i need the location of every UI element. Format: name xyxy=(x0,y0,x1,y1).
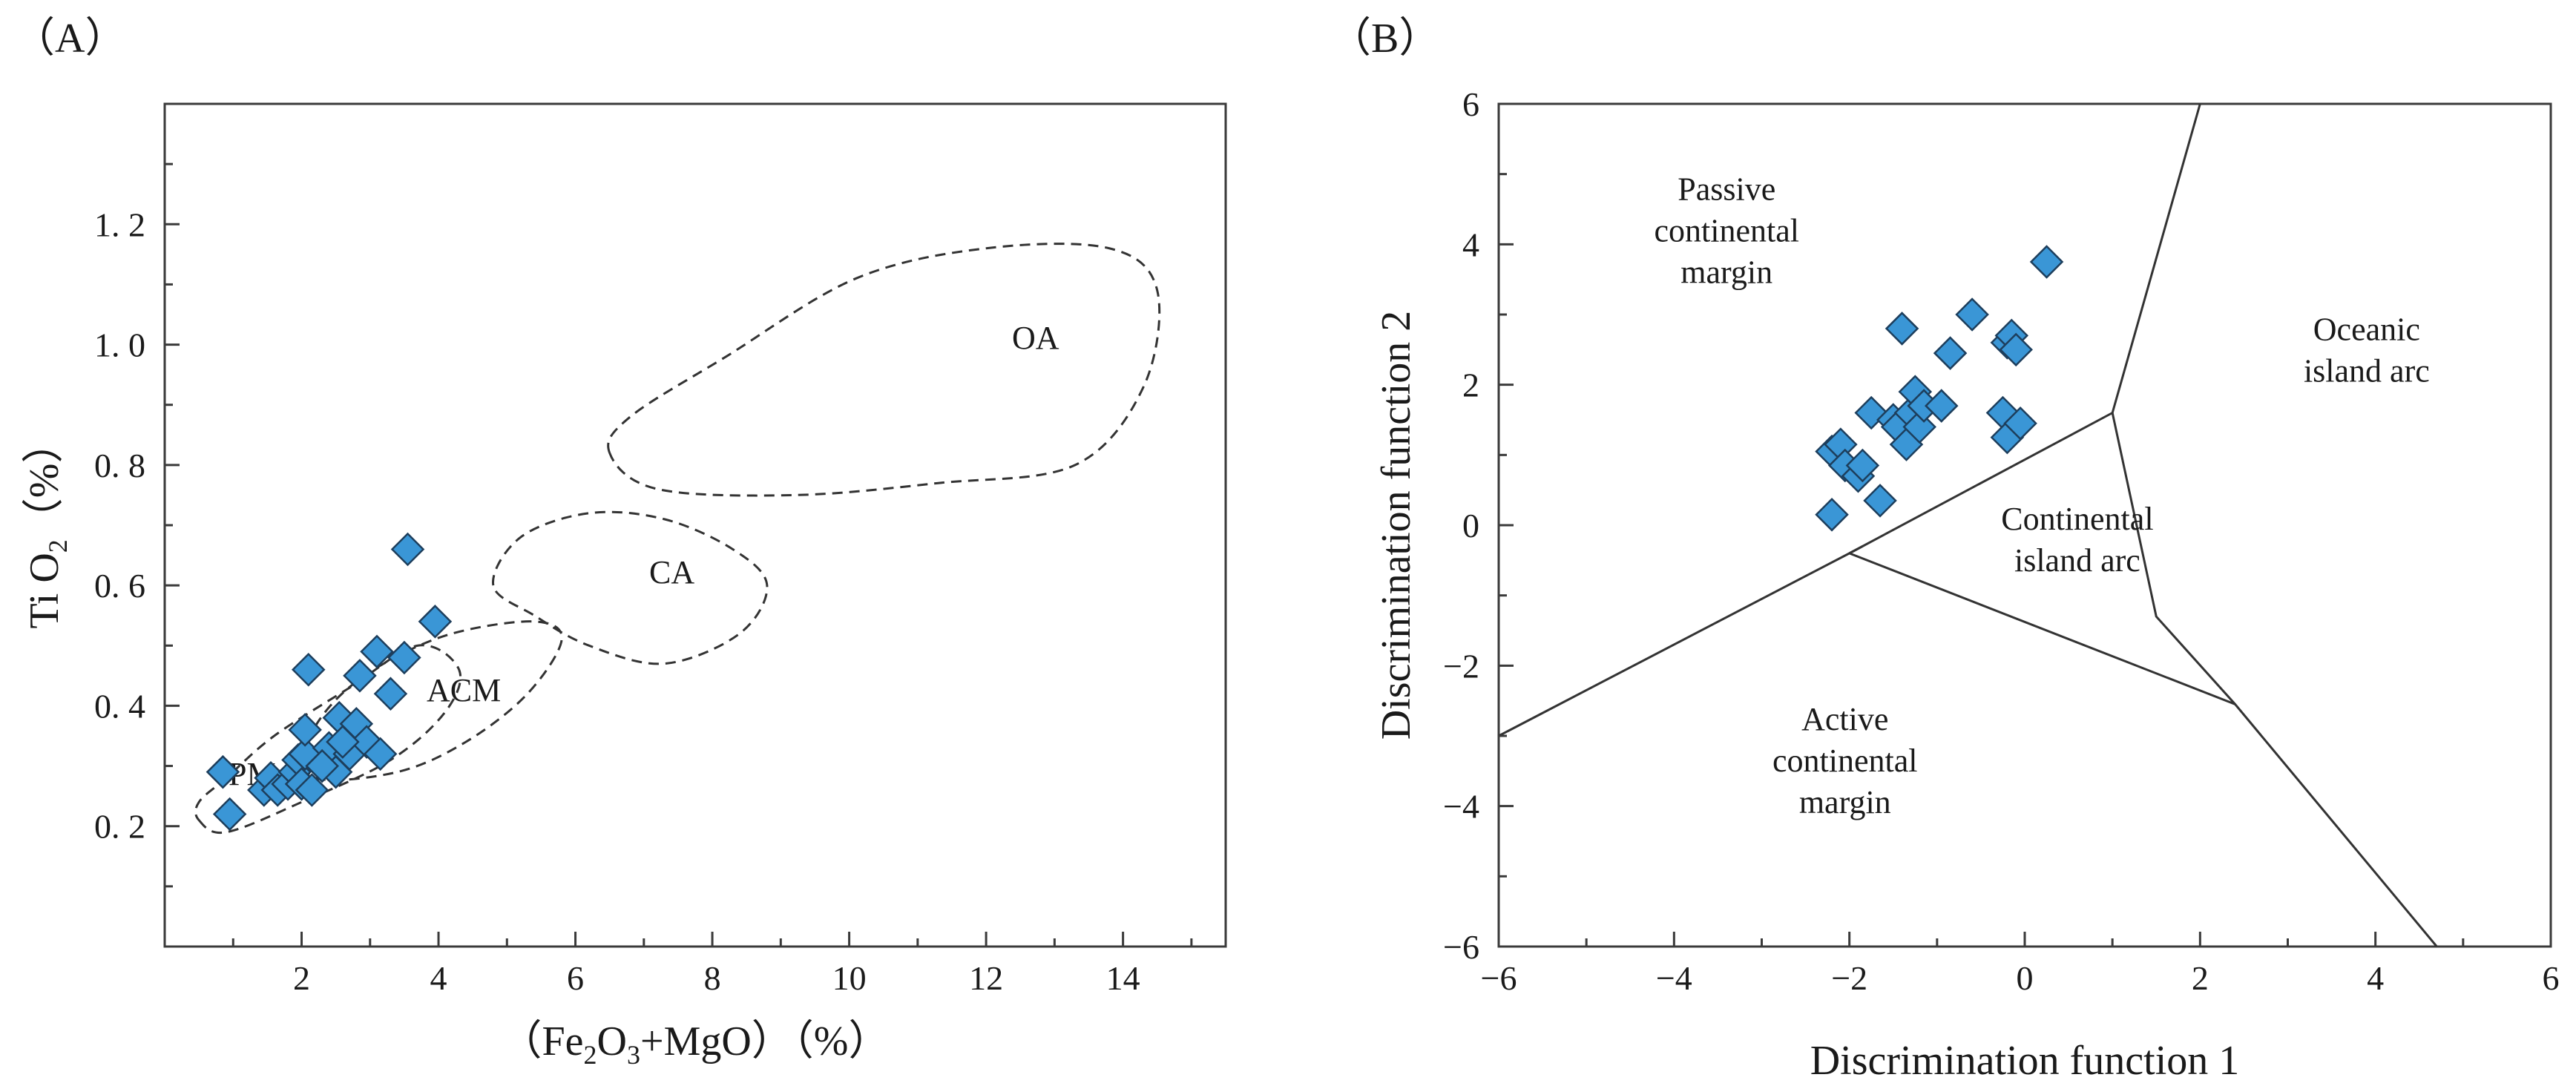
field-label-ca: CA xyxy=(649,554,694,590)
data-point-a-10 xyxy=(288,713,322,747)
data-point-b-18 xyxy=(1955,297,1989,332)
data-point-b-17 xyxy=(1933,336,1968,370)
x-tick-label-a-3: 8 xyxy=(704,959,721,997)
field-outline-ca xyxy=(492,510,769,665)
data-point-b-23 xyxy=(1999,332,2033,367)
data-point-a-22 xyxy=(363,737,398,771)
x-tick-label-a-5: 12 xyxy=(969,959,1003,997)
x-tick-label-a-1: 4 xyxy=(430,959,447,997)
panel-a-x-ticks: 2 4 6 8 10 12 14 xyxy=(231,932,1193,997)
x-tick-label-b-4: 2 xyxy=(2192,959,2209,997)
panel-b-points xyxy=(1815,245,2064,532)
field-label-oa: OA xyxy=(1012,320,1059,356)
panel-a-y-ticks: 0. 2 0. 4 0. 6 0. 8 1. 0 1. 2 xyxy=(94,162,180,888)
x-tick-label-a-6: 14 xyxy=(1106,959,1140,997)
x-tick-label-a-0: 2 xyxy=(293,959,310,997)
x-tick-label-a-2: 6 xyxy=(567,959,584,997)
region-label-0-line-1: continental xyxy=(1654,212,1799,249)
y-tick-label-b-6: 6 xyxy=(1462,85,1479,123)
panel-b-x-ticks: −6 −4 −2 0 2 4 6 xyxy=(1481,932,2560,997)
data-point-b-5 xyxy=(1845,448,1880,483)
y-tick-label-b-0: −6 xyxy=(1443,928,1479,966)
panel-a-label: （A） xyxy=(13,16,126,62)
region-label-3-line-0: Active xyxy=(1801,701,1888,737)
y-tick-label-a-4: 1. 0 xyxy=(94,326,145,364)
x-tick-label-b-2: −2 xyxy=(1831,959,1867,997)
y-tick-label-b-4: 2 xyxy=(1462,366,1479,404)
data-point-a-27 xyxy=(305,748,339,783)
region-label-2-line-0: Continental xyxy=(2001,501,2153,537)
y-tick-label-b-1: −4 xyxy=(1443,788,1479,826)
data-point-a-26 xyxy=(418,605,453,639)
panel-a-plot-frame xyxy=(163,102,1227,948)
panel-b-y-axis-label: Discrimination function 2 xyxy=(1373,311,1419,740)
y-tick-label-a-2: 0. 6 xyxy=(94,567,145,605)
x-tick-label-b-5: 4 xyxy=(2367,959,2384,997)
field-outline-oa xyxy=(607,243,1161,497)
data-point-a-0 xyxy=(206,754,240,789)
data-point-a-28 xyxy=(326,725,360,759)
y-tick-label-b-3: 0 xyxy=(1462,507,1479,544)
panel-b-boundaries xyxy=(1498,103,2438,947)
y-tick-label-b-5: 4 xyxy=(1462,226,1479,263)
data-point-a-25 xyxy=(390,532,425,567)
data-point-a-24 xyxy=(387,640,421,675)
data-point-a-1 xyxy=(212,797,247,832)
y-tick-label-b-2: −2 xyxy=(1443,647,1479,685)
x-tick-label-b-6: 6 xyxy=(2543,959,2560,997)
region-label-0-line-2: margin xyxy=(1680,254,1772,290)
x-tick-label-b-3: 0 xyxy=(2017,959,2034,997)
field-outline-pm xyxy=(194,644,462,835)
data-point-b-0 xyxy=(1815,498,1849,532)
panel-a-points xyxy=(206,532,453,832)
panel-a-y-axis-label: Ti O2（%） xyxy=(22,422,73,629)
boundary-line-1 xyxy=(2111,412,2438,947)
boundary-line-2 xyxy=(1849,552,2236,705)
panel-a-x-axis-label: （Fe2O3+MgO）（%） xyxy=(501,1018,890,1070)
region-label-0-line-0: Passive xyxy=(1678,171,1775,207)
panel-b: （B） Passive continental margin Oceanic islan… xyxy=(1330,16,2560,1084)
x-tick-label-b-0: −6 xyxy=(1481,959,1517,997)
x-tick-label-b-1: −4 xyxy=(1656,959,1692,997)
boundary-line-0 xyxy=(1498,103,2201,737)
boundary-line-3 xyxy=(1848,545,1864,555)
panel-a-fields xyxy=(194,243,1161,835)
y-tick-label-a-0: 0. 2 xyxy=(94,808,145,846)
panel-b-region-labels: Passive continental margin Oceanic island ar… xyxy=(1654,171,2429,820)
data-point-b-24 xyxy=(2003,406,2037,441)
data-point-b-25 xyxy=(2029,245,2064,279)
data-point-b-16 xyxy=(1924,389,1959,423)
data-point-a-20 xyxy=(349,725,384,759)
region-label-1-line-0: Oceanic xyxy=(2313,311,2420,347)
field-label-acm: ACM xyxy=(427,672,501,708)
panel-b-x-axis-label: Discrimination function 1 xyxy=(1810,1038,2240,1084)
region-label-3-line-2: margin xyxy=(1799,784,1891,820)
data-point-a-19 xyxy=(343,659,377,693)
data-point-b-7 xyxy=(1863,484,1897,518)
data-point-a-21 xyxy=(360,634,394,669)
data-point-a-23 xyxy=(373,677,408,711)
region-label-2-line-1: island arc xyxy=(2014,542,2140,579)
field-outline-acm xyxy=(303,620,563,782)
panel-b-label: （B） xyxy=(1330,16,1440,62)
region-label-1-line-1: island arc xyxy=(2304,352,2430,389)
panel-b-y-ticks: −6 −4 −2 0 2 4 6 xyxy=(1443,85,1514,966)
region-label-3-line-1: continental xyxy=(1772,743,1918,779)
y-tick-label-a-3: 0. 8 xyxy=(94,447,145,484)
panel-a: （A） PM ACM CA OA 2 4 6 8 10 12 14 0. 20. 40. 6… xyxy=(13,16,1227,1070)
y-tick-label-a-5: 1. 2 xyxy=(94,205,145,243)
data-point-a-12 xyxy=(295,773,329,807)
data-point-b-10 xyxy=(1885,312,1919,346)
data-point-a-11 xyxy=(291,652,326,687)
x-tick-label-a-4: 10 xyxy=(832,959,867,997)
y-tick-label-a-1: 0. 4 xyxy=(94,687,145,725)
